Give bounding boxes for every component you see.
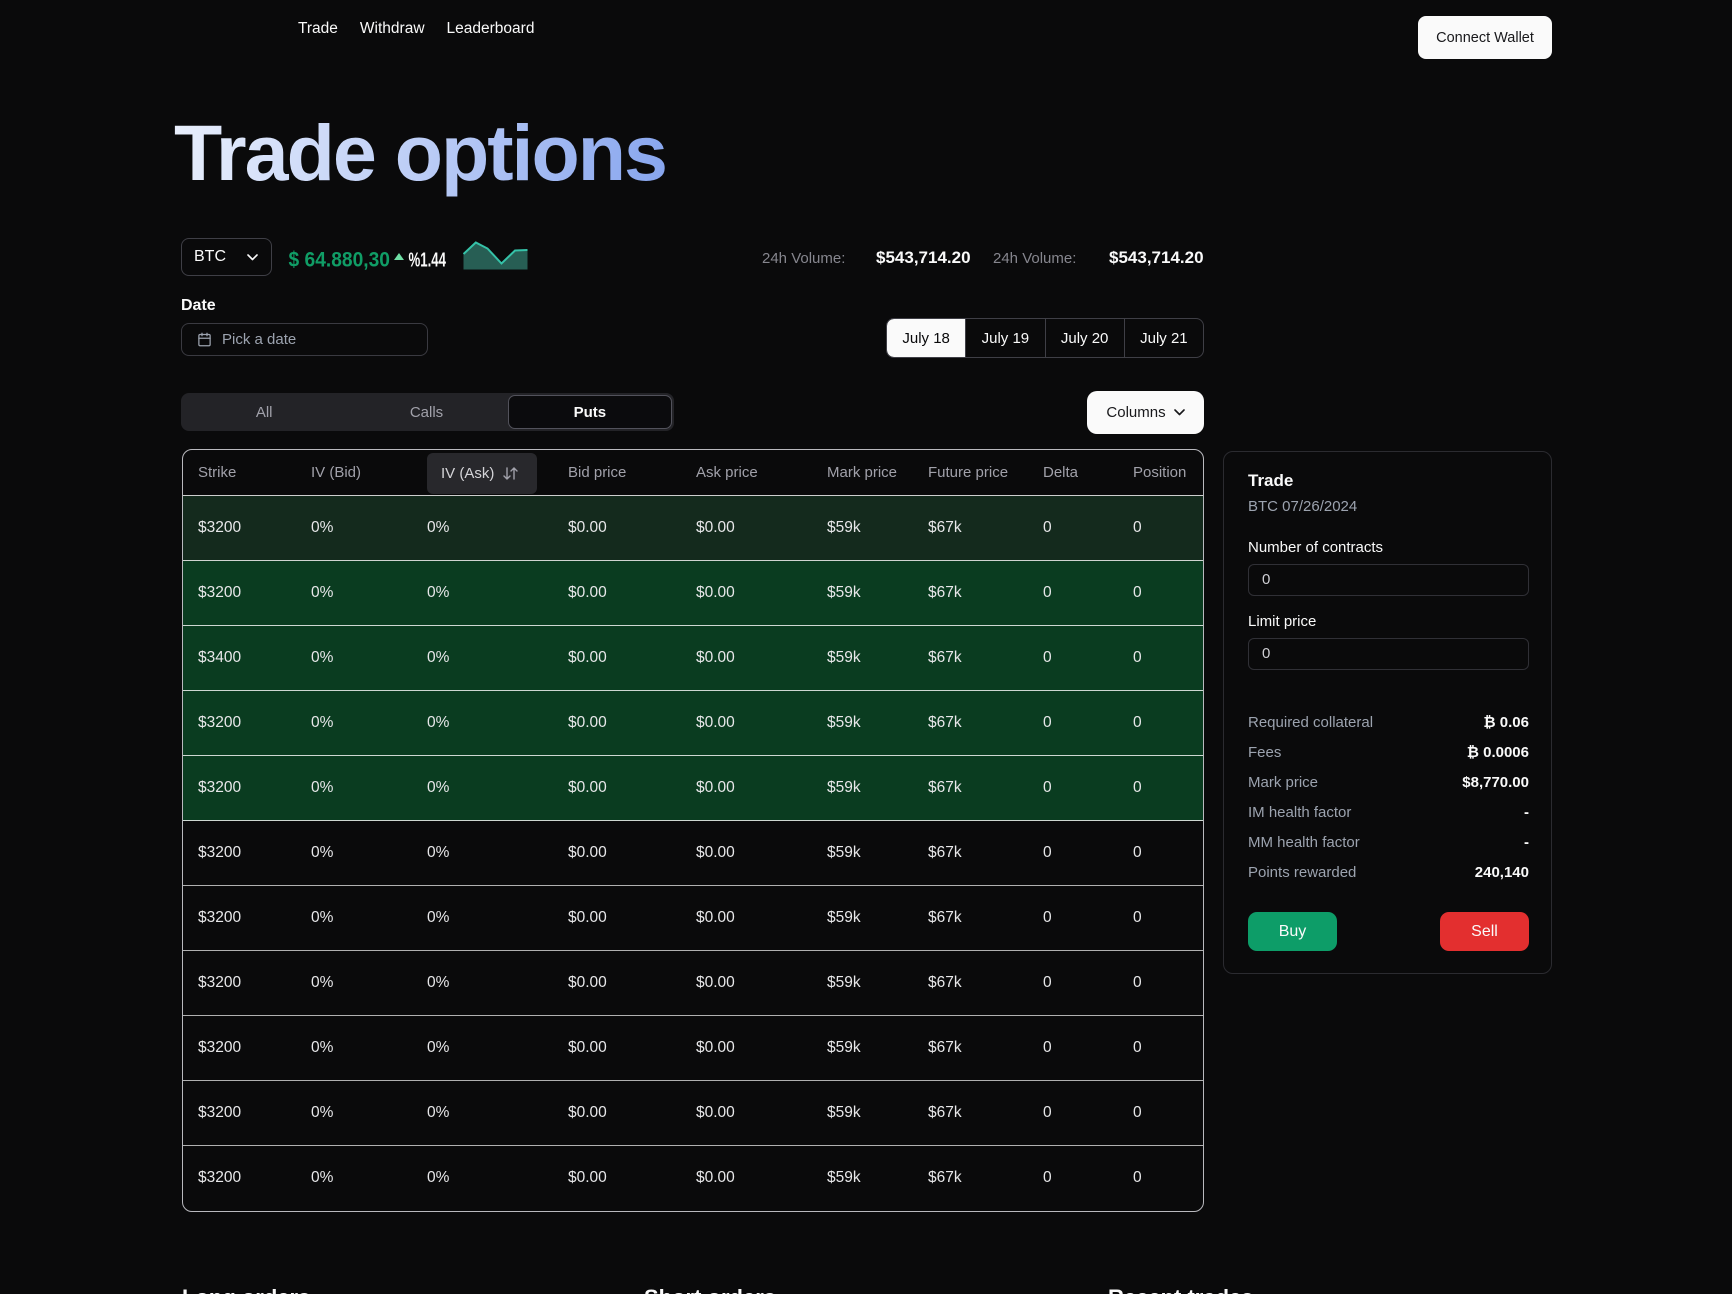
- svg-text:$ 64.880,30: $ 64.880,30: [289, 247, 391, 270]
- svg-text:%1.44: %1.44: [409, 250, 447, 270]
